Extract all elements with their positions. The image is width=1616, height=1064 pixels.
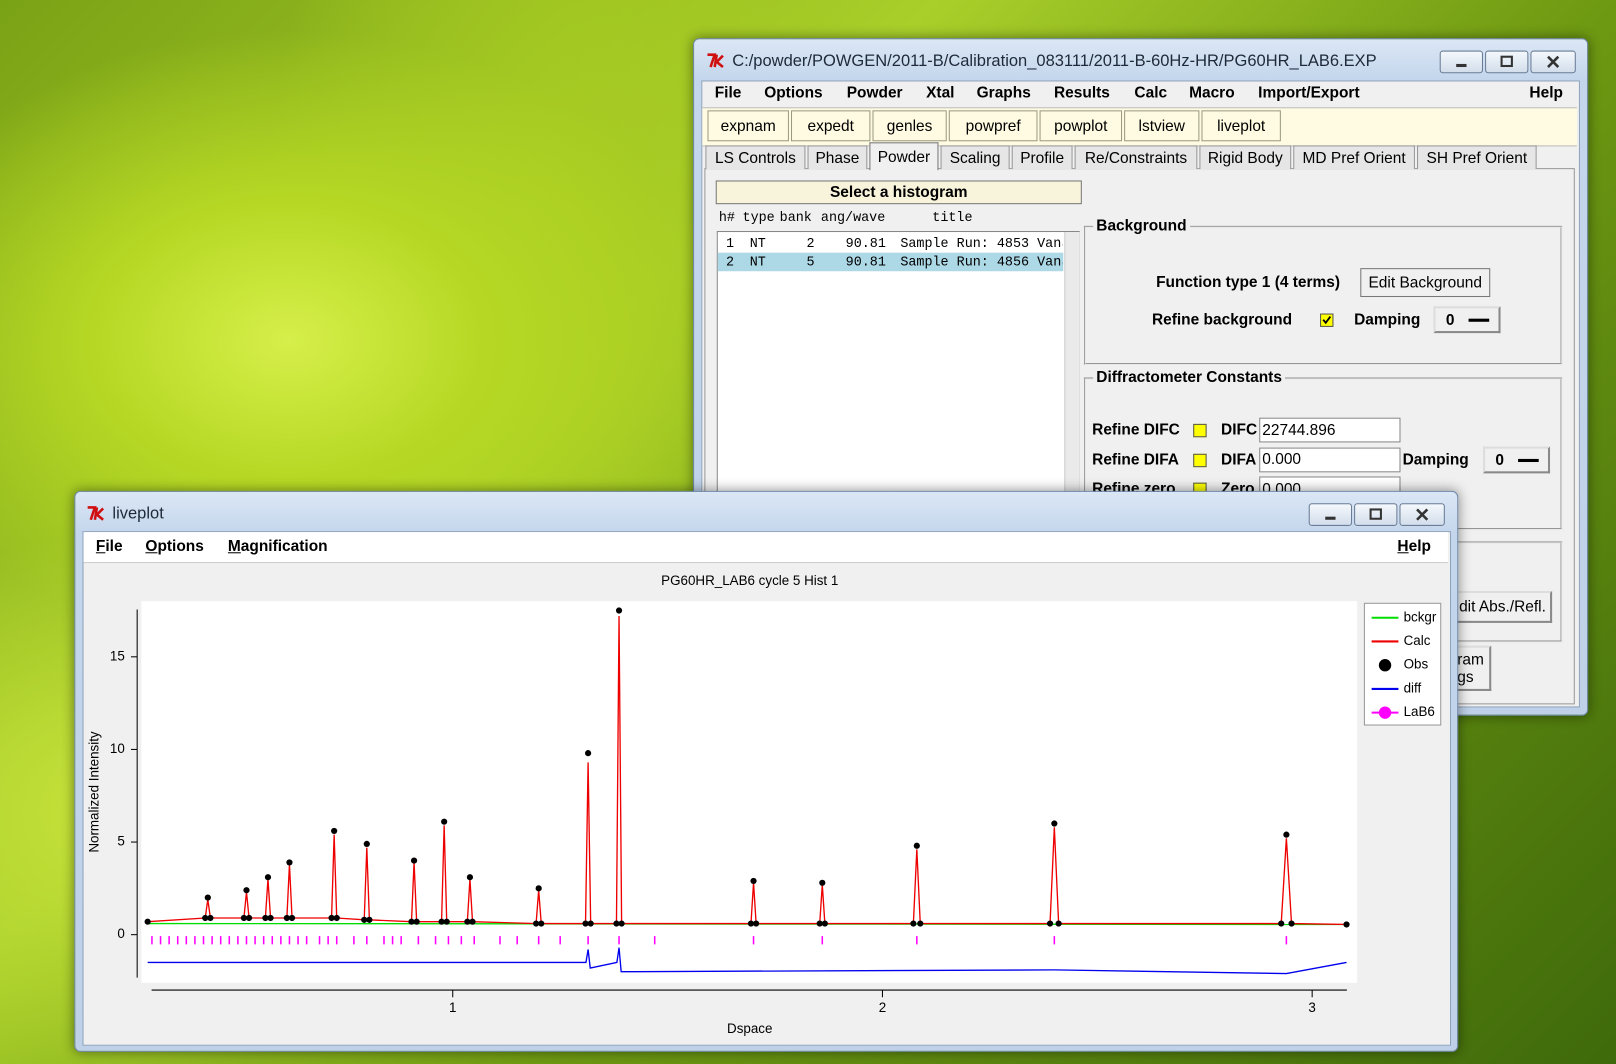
data-point bbox=[267, 915, 273, 921]
data-point bbox=[246, 915, 252, 921]
data-point bbox=[331, 828, 337, 834]
data-point bbox=[616, 607, 622, 613]
data-point bbox=[289, 915, 295, 921]
data-point bbox=[205, 895, 211, 901]
x-tick-label: 2 bbox=[879, 1000, 886, 1015]
chart: PG60HR_LAB6 cycle 5 Hist 1 Dspace Normaliz… bbox=[83, 565, 1449, 1041]
legend-label: Calc bbox=[1404, 633, 1431, 648]
minimize-button[interactable] bbox=[1309, 503, 1352, 526]
data-point bbox=[917, 920, 923, 926]
data-point bbox=[1051, 820, 1057, 826]
data-point bbox=[536, 885, 542, 891]
data-point bbox=[1288, 920, 1294, 926]
data-point bbox=[753, 920, 759, 926]
y-tick-label: 5 bbox=[117, 834, 124, 849]
x-axis-label: Dspace bbox=[727, 1021, 772, 1036]
y-axis-label: Normalized Intensity bbox=[86, 731, 101, 853]
data-point bbox=[145, 919, 151, 925]
menu-item[interactable]: Help bbox=[1397, 538, 1431, 556]
data-point bbox=[441, 819, 447, 825]
menu-item[interactable]: File bbox=[96, 538, 123, 556]
chart-title: PG60HR_LAB6 cycle 5 Hist 1 bbox=[661, 573, 838, 588]
tk-icon bbox=[86, 504, 109, 523]
data-point bbox=[364, 841, 370, 847]
data-point bbox=[819, 880, 825, 886]
legend-marker bbox=[1379, 659, 1391, 671]
liveplot-layer: PG60HR_LAB6 cycle 5 Hist 1 Dspace Normaliz… bbox=[0, 0, 1616, 1064]
data-point bbox=[619, 920, 625, 926]
y-tick-label: 15 bbox=[110, 648, 125, 663]
data-point bbox=[469, 919, 475, 925]
legend-label: bckgr bbox=[1404, 609, 1437, 624]
legend-label: LaB6 bbox=[1404, 704, 1435, 719]
menu-item[interactable]: Options bbox=[145, 538, 203, 556]
data-point bbox=[366, 917, 372, 923]
data-point bbox=[1343, 921, 1349, 927]
data-point bbox=[265, 874, 271, 880]
x-tick-label: 3 bbox=[1308, 1000, 1315, 1015]
legend-label: diff bbox=[1404, 680, 1422, 695]
data-point bbox=[1278, 920, 1284, 926]
data-point bbox=[243, 887, 249, 893]
data-point bbox=[822, 920, 828, 926]
data-point bbox=[207, 915, 213, 921]
data-point bbox=[1047, 920, 1053, 926]
data-point bbox=[444, 919, 450, 925]
menu-item[interactable]: Magnification bbox=[228, 538, 328, 556]
data-point bbox=[467, 874, 473, 880]
data-point bbox=[585, 750, 591, 756]
data-point bbox=[414, 919, 420, 925]
data-point bbox=[538, 920, 544, 926]
desktop: C:/powder/POWGEN/2011-B/Calibration_0831… bbox=[0, 0, 1616, 1064]
window-title: liveplot bbox=[112, 505, 163, 524]
data-point bbox=[1056, 920, 1062, 926]
data-point bbox=[910, 920, 916, 926]
legend-label: Obs bbox=[1404, 657, 1429, 672]
legend-marker bbox=[1379, 706, 1391, 718]
maximize-button[interactable] bbox=[1354, 503, 1397, 526]
data-point bbox=[1283, 832, 1289, 838]
data-point bbox=[914, 843, 920, 849]
close-button[interactable] bbox=[1399, 503, 1444, 526]
data-point bbox=[588, 920, 594, 926]
data-point bbox=[286, 859, 292, 865]
data-point bbox=[334, 915, 340, 921]
y-tick-label: 10 bbox=[110, 741, 125, 756]
data-point bbox=[411, 857, 417, 863]
data-point bbox=[750, 878, 756, 884]
y-tick-label: 0 bbox=[117, 926, 124, 941]
x-tick-label: 1 bbox=[449, 1000, 456, 1015]
